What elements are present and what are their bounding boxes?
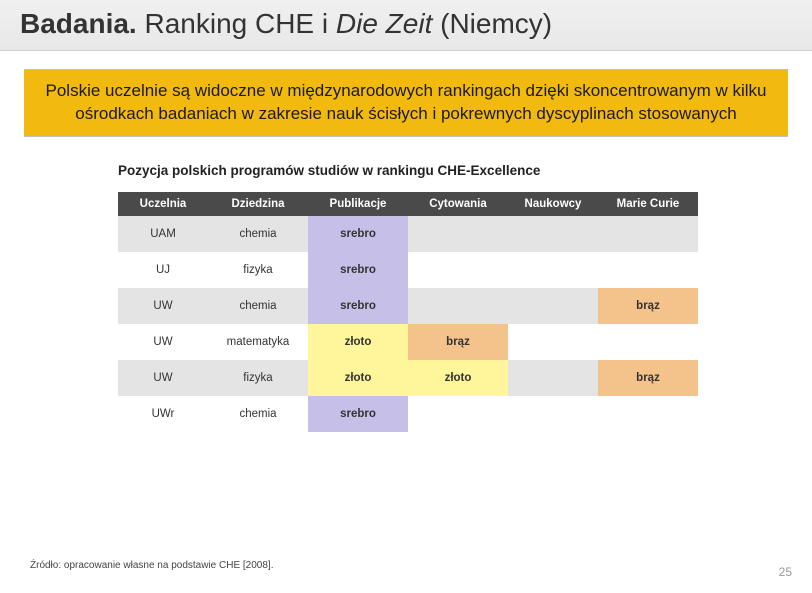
cell-value [508,252,598,288]
cell-value [598,216,698,252]
cell-dziedzina: fizyka [208,252,308,288]
cell-value [598,252,698,288]
title-mid: Ranking CHE i [137,8,336,39]
cell-value: srebro [308,288,408,324]
title-tail: (Niemcy) [432,8,552,39]
title-bold: Badania. [20,8,137,39]
cell-value: złoto [408,360,508,396]
cell-dziedzina: fizyka [208,360,308,396]
title-italic: Die Zeit [336,8,432,39]
table-row: UAMchemiasrebro [118,216,698,252]
table-row: UWfizykazłotozłotobrąz [118,360,698,396]
cell-value [408,216,508,252]
col-header: Publikacje [308,192,408,216]
cell-value: srebro [308,252,408,288]
col-header: Cytowania [408,192,508,216]
cell-dziedzina: chemia [208,396,308,432]
cell-value [408,396,508,432]
ranking-table: UczelniaDziedzinaPublikacjeCytowaniaNauk… [118,192,698,432]
banner-text: Polskie uczelnie są widoczne w międzynar… [46,81,767,123]
cell-value: srebro [308,396,408,432]
cell-value [408,252,508,288]
page-number: 25 [779,565,792,579]
table-title: Pozycja polskich programów studiów w ran… [118,163,812,178]
cell-value: brąz [598,288,698,324]
col-header: Marie Curie [598,192,698,216]
cell-uczelnia: UW [118,288,208,324]
cell-value [508,360,598,396]
cell-uczelnia: UW [118,324,208,360]
cell-value [408,288,508,324]
cell-dziedzina: matematyka [208,324,308,360]
cell-value: srebro [308,216,408,252]
cell-value: brąz [408,324,508,360]
cell-value [508,288,598,324]
cell-uczelnia: UW [118,360,208,396]
title-bar: Badania. Ranking CHE i Die Zeit (Niemcy) [0,0,812,51]
source-footnote: Źródło: opracowanie własne na podstawie … [30,560,273,571]
table-row: UWmatematykazłotobrąz [118,324,698,360]
highlight-banner: Polskie uczelnie są widoczne w międzynar… [24,69,788,137]
table-body: UAMchemiasrebroUJfizykasrebroUWchemiasre… [118,216,698,432]
cell-value [508,216,598,252]
cell-value [508,396,598,432]
col-header: Dziedzina [208,192,308,216]
cell-value [598,324,698,360]
cell-value: złoto [308,324,408,360]
table-head: UczelniaDziedzinaPublikacjeCytowaniaNauk… [118,192,698,216]
col-header: Uczelnia [118,192,208,216]
cell-dziedzina: chemia [208,216,308,252]
cell-value: brąz [598,360,698,396]
cell-uczelnia: UWr [118,396,208,432]
table-row: UWchemiasrebro brąz [118,288,698,324]
col-header: Naukowcy [508,192,598,216]
page-title: Badania. Ranking CHE i Die Zeit (Niemcy) [20,8,792,40]
cell-value [598,396,698,432]
table-row: UJfizykasrebro [118,252,698,288]
cell-uczelnia: UJ [118,252,208,288]
cell-value [508,324,598,360]
cell-uczelnia: UAM [118,216,208,252]
table-row: UWrchemiasrebro [118,396,698,432]
cell-value: złoto [308,360,408,396]
cell-dziedzina: chemia [208,288,308,324]
